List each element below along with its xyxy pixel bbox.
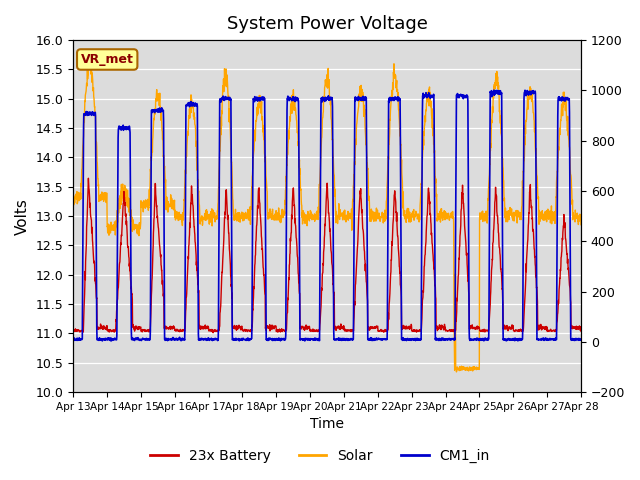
Line: CM1_in: CM1_in (73, 90, 581, 341)
Solar (95, 196, 103, 202)
23x Battery (563, 246, 570, 252)
Solar (69, 195, 77, 201)
Solar (452, 369, 460, 375)
23x Battery (577, 328, 585, 334)
Text: VR_met: VR_met (81, 53, 134, 66)
CM1_in (95, 337, 103, 343)
CM1_in (563, 96, 570, 102)
CM1_in (577, 336, 585, 342)
Solar (470, 367, 477, 372)
CM1_in (303, 336, 310, 342)
CM1_in (316, 209, 324, 215)
Line: 23x Battery: 23x Battery (73, 178, 581, 333)
Solar (303, 212, 310, 218)
Solar (563, 117, 570, 123)
CM1_in (469, 337, 477, 343)
Line: Solar: Solar (73, 59, 581, 372)
Legend: 23x Battery, Solar, CM1_in: 23x Battery, Solar, CM1_in (145, 443, 495, 468)
X-axis label: Time: Time (310, 418, 344, 432)
CM1_in (69, 336, 77, 342)
Solar (563, 113, 570, 119)
23x Battery (209, 330, 217, 336)
23x Battery (470, 324, 477, 330)
Solar (316, 168, 324, 174)
Title: System Power Voltage: System Power Voltage (227, 15, 428, 33)
23x Battery (95, 325, 103, 331)
23x Battery (563, 249, 570, 255)
23x Battery (84, 175, 92, 181)
CM1_in (490, 87, 498, 93)
Solar (577, 222, 585, 228)
Y-axis label: Volts: Volts (15, 198, 30, 235)
23x Battery (317, 310, 324, 316)
23x Battery (303, 326, 311, 332)
23x Battery (69, 327, 77, 333)
CM1_in (563, 95, 570, 100)
CM1_in (301, 338, 308, 344)
Solar (86, 56, 93, 61)
